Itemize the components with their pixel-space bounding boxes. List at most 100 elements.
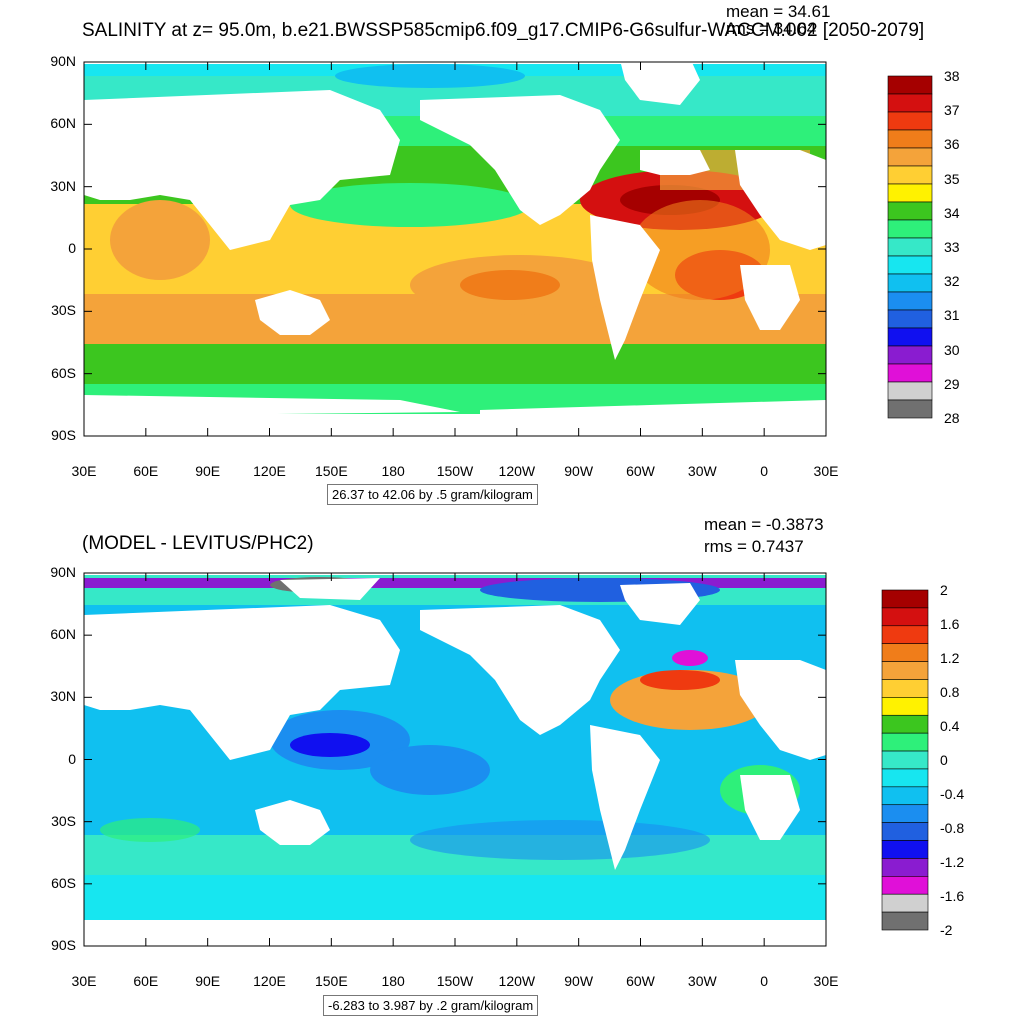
bottom-lon-tick-label: 180 xyxy=(381,973,405,989)
bottom-colorbar-swatch xyxy=(881,750,929,770)
bottom-colorbar-label: -1.6 xyxy=(940,888,965,904)
bottom-lon-tick-label: 30W xyxy=(687,973,717,989)
bottom-lon-tick-label: 0 xyxy=(760,973,769,989)
bottom-lat-tick-label: 30N xyxy=(50,688,76,705)
top-lon-tick-label: 150E xyxy=(314,463,348,479)
bottom-lon-tick-label: 150E xyxy=(314,973,348,989)
bottom-colorbar-swatch xyxy=(881,697,929,716)
bottom-range-label: -6.283 to 3.987 by .2 gram/kilogram xyxy=(323,995,539,1016)
top-colorbar-swatch xyxy=(887,327,933,347)
top-colorbar-swatch xyxy=(887,381,933,401)
bottom-colorbar-swatch xyxy=(881,786,929,806)
bottom-colorbar-label: 0 xyxy=(940,752,948,768)
bottom-colorbar-swatch xyxy=(881,589,929,609)
bottom-colorbar-swatch xyxy=(881,876,929,895)
bottom-colorbar-swatch xyxy=(881,732,929,752)
top-lon-tick-label: 120W xyxy=(498,463,536,479)
bottom-colorbar-label: -0.4 xyxy=(940,786,965,802)
bottom-panel-title: (MODEL - LEVITUS/PHC2) xyxy=(82,533,314,554)
top-colorbar-swatch xyxy=(887,255,933,275)
top-colorbar-swatch xyxy=(887,93,933,113)
top-colorbar-label: 32 xyxy=(944,273,960,290)
top-colorbar-label: 34 xyxy=(944,204,960,221)
top-lat-tick-label: 90N xyxy=(50,53,76,69)
bottom-lat-tick-label: 30S xyxy=(51,812,76,829)
bottom-colorbar-label: -1.2 xyxy=(940,854,965,870)
top-lat-tick-label: 90S xyxy=(51,427,76,443)
bottom-ocean-bands xyxy=(84,575,826,920)
bottom-rms-label: rms = 0.7437 xyxy=(704,537,804,556)
bottom-colorbar-label: 0.4 xyxy=(940,718,960,734)
bottom-lon-tick-label: 150W xyxy=(436,973,474,989)
bottom-colorbar-swatch xyxy=(881,840,929,859)
bottom-lat-tick-label: 60N xyxy=(50,626,76,643)
top-lon-tick-label: 60E xyxy=(133,463,159,479)
top-lat-tick-label: 30S xyxy=(51,302,76,319)
top-lat-tick-label: 60N xyxy=(50,115,76,132)
bottom-lon-tick-label: 90E xyxy=(195,973,221,989)
bottom-lon-tick-label: 120E xyxy=(253,973,286,989)
top-lon-tick-label: 180 xyxy=(381,463,405,479)
top-land xyxy=(84,58,826,435)
top-rms-label: rms = 34.64 xyxy=(726,19,817,38)
bottom-colorbar-label: -0.8 xyxy=(940,820,965,836)
top-range-label: 26.37 to 42.06 by .5 gram/kilogram xyxy=(327,484,538,505)
top-colorbar-swatch xyxy=(887,363,933,383)
bottom-colorbar-label: -2 xyxy=(940,922,953,938)
top-lon-tick-label: 30E xyxy=(71,463,97,479)
top-colorbar-label: 31 xyxy=(944,307,960,324)
bottom-lon-tick-label: 120W xyxy=(498,973,536,989)
bottom-colorbar-label: 1.6 xyxy=(940,616,960,632)
bottom-lon-tick-label: 90W xyxy=(564,973,594,989)
top-lon-tick-label: 150W xyxy=(436,463,474,479)
bottom-lon-tick-label: 30E xyxy=(71,973,97,989)
bottom-colorbar-swatch xyxy=(881,804,929,823)
bottom-colorbar-swatch xyxy=(881,625,929,644)
top-ocean-bands xyxy=(84,64,826,414)
top-colorbar-label: 37 xyxy=(944,102,960,119)
bottom-colorbar-swatch xyxy=(881,607,929,627)
top-colorbar-label: 38 xyxy=(944,68,960,84)
top-colorbar-label: 36 xyxy=(944,136,960,153)
bottom-colorbar-swatch xyxy=(881,911,929,931)
bottom-colorbar-label: 2 xyxy=(940,582,948,598)
bottom-colorbar-label: 1.2 xyxy=(940,650,960,666)
bottom-colorbar-swatch xyxy=(881,893,929,913)
top-colorbar-swatch xyxy=(887,219,933,239)
bottom-difference-features xyxy=(84,577,826,860)
top-mean-label: mean = 34.61 xyxy=(726,2,831,21)
top-colorbar-swatch xyxy=(887,237,933,257)
bottom-colorbar-swatch xyxy=(881,643,929,662)
top-lon-tick-label: 0 xyxy=(760,463,769,479)
top-lat-tick-label: 0 xyxy=(68,240,76,256)
bottom-mean-label: mean = -0.3873 xyxy=(704,515,824,534)
top-colorbar-label: 35 xyxy=(944,170,960,187)
top-colorbar-swatch xyxy=(887,399,933,419)
bottom-lat-tick-label: 0 xyxy=(68,750,76,767)
bottom-lon-tick-label: 30E xyxy=(813,973,839,989)
top-lon-tick-label: 30W xyxy=(687,463,717,479)
top-colorbar-swatch xyxy=(887,129,933,149)
top-colorbar-swatch xyxy=(887,291,933,311)
bottom-colorbar-label: 0.8 xyxy=(940,684,960,700)
top-colorbar-swatch xyxy=(887,165,933,185)
bottom-lat-tick-label: 90N xyxy=(50,564,76,580)
top-lon-tick-label: 30E xyxy=(813,463,839,479)
top-lat-tick-label: 60S xyxy=(51,364,76,381)
top-colorbar-swatch xyxy=(887,201,933,221)
top-colorbar-swatch xyxy=(887,75,933,95)
bottom-colorbar-swatch xyxy=(881,679,929,698)
top-panel-title: SALINITY at z= 95.0m, b.e21.BWSSP585cmip… xyxy=(82,20,925,41)
top-colorbar-swatch xyxy=(887,273,933,293)
bottom-colorbar-swatch xyxy=(881,822,929,841)
bottom-colorbar-swatch xyxy=(881,714,929,734)
top-lon-tick-label: 60W xyxy=(626,463,655,479)
top-lat-tick-label: 30N xyxy=(50,177,76,194)
top-lon-tick-label: 90E xyxy=(195,463,221,479)
bottom-lon-tick-label: 60E xyxy=(133,973,159,989)
top-colorbar-label: 30 xyxy=(944,341,960,358)
top-lon-tick-label: 90W xyxy=(564,463,594,479)
bottom-lon-tick-label: 60W xyxy=(626,973,655,989)
